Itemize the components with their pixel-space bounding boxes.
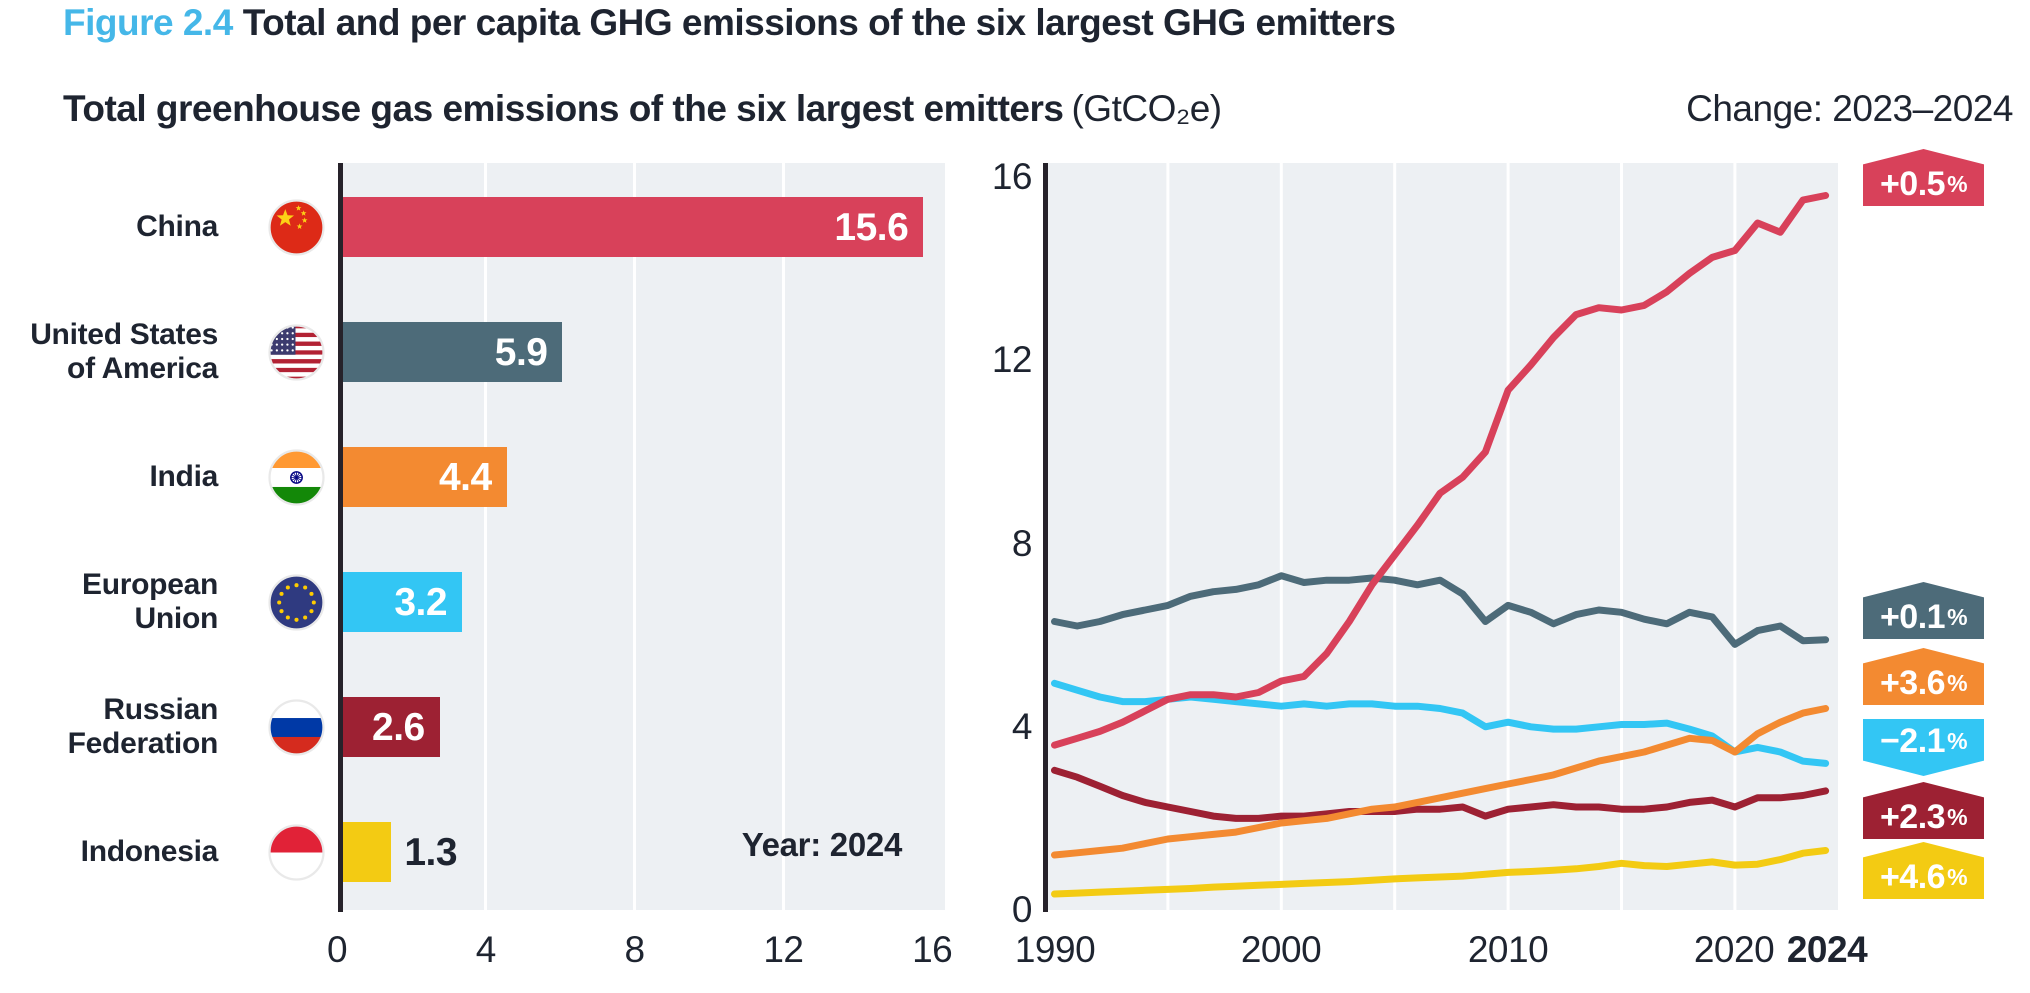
change-value: +0.1 — [1879, 597, 1946, 636]
line-x-tick-2024: 2024 — [1786, 929, 1868, 970]
india-flag-icon — [268, 448, 325, 506]
russia-flag-icon — [268, 698, 325, 756]
country-label-line: Union — [134, 602, 219, 635]
bar-x-tick-8: 8 — [624, 929, 646, 970]
bar-russia — [343, 697, 440, 757]
bar-gridline-8 — [633, 163, 637, 910]
line-chart-svg — [1043, 163, 1838, 912]
bar-eu — [343, 572, 463, 632]
line-gridline-2010 — [1506, 163, 1510, 910]
line-gridline-1995 — [1166, 163, 1170, 910]
percent-sign: % — [1947, 603, 1968, 630]
country-label-usa: United States of America — [0, 318, 218, 386]
country-label-line: European — [82, 568, 218, 601]
line-x-tick-2000: 2000 — [1240, 929, 1322, 970]
change-badge-usa: +0.1% — [1863, 582, 1984, 639]
country-label-line: United States — [30, 318, 218, 351]
usa-flag-icon — [268, 323, 325, 381]
line-gridline-2000 — [1279, 163, 1283, 910]
bar-chart-title: Total greenhouse gas emissions of the si… — [63, 88, 1222, 130]
percent-sign: % — [1947, 863, 1968, 890]
change-badge-russia: +2.3% — [1863, 782, 1984, 839]
bar-x-tick-12: 12 — [763, 929, 804, 970]
china-flag-icon — [268, 198, 325, 256]
percent-sign: % — [1947, 803, 1968, 830]
line-y-tick-0: 0 — [1011, 889, 1033, 930]
bar-plot-background — [343, 163, 945, 910]
line-x-tick-1990: 1990 — [1014, 929, 1096, 970]
change-value: −2.1 — [1879, 721, 1946, 760]
bar-x-tick-0: 0 — [326, 929, 348, 970]
change-badge-china: +0.5% — [1863, 149, 1984, 206]
bar-value-eu: 3.2 — [394, 581, 448, 624]
bar-china — [343, 197, 924, 257]
bar-x-tick-4: 4 — [475, 929, 497, 970]
bar-value-usa: 5.9 — [494, 331, 548, 374]
line-y-tick-4: 4 — [1011, 705, 1033, 747]
series-line-usa — [1051, 572, 1830, 648]
bar-value-china: 15.6 — [834, 206, 909, 249]
line-x-tick-2010: 2010 — [1467, 929, 1549, 970]
eu-flag-icon — [268, 573, 325, 631]
country-label-line: Russian — [103, 693, 218, 726]
indonesia-flag-icon — [268, 823, 325, 881]
change-value: +0.5 — [1879, 164, 1946, 203]
line-gridline-2015 — [1620, 163, 1623, 910]
country-label-india: India — [0, 460, 218, 494]
country-label-eu: European Union — [0, 568, 218, 636]
bar-value-india: 4.4 — [438, 456, 492, 499]
country-label-line: of America — [67, 352, 218, 385]
series-line-india — [1051, 705, 1830, 859]
change-badge-indonesia: +4.6% — [1863, 842, 1984, 899]
line-y-axis-line — [1043, 163, 1048, 912]
country-label-line: Indonesia — [80, 835, 219, 868]
line-plot-background — [1048, 163, 1838, 910]
country-label-china: China — [0, 210, 218, 244]
series-line-indonesia — [1051, 847, 1830, 898]
percent-sign: % — [1947, 669, 1968, 696]
line-y-tick-8: 8 — [1011, 522, 1033, 564]
line-gridline-2020 — [1733, 163, 1737, 910]
bar-value-indonesia: 1.3 — [404, 831, 458, 874]
bar-indonesia — [343, 822, 392, 882]
change-badge-india: +3.6% — [1863, 648, 1984, 705]
line-y-tick-12: 12 — [991, 339, 1033, 381]
percent-sign: % — [1947, 727, 1968, 754]
bar-value-russia: 2.6 — [372, 706, 425, 749]
change-value: +4.6 — [1879, 857, 1946, 896]
series-line-china — [1051, 192, 1830, 749]
country-label-line: Federation — [67, 727, 219, 760]
change-value: +2.3 — [1879, 797, 1946, 836]
figure-title: Figure 2.4 Total and per capita GHG emiss… — [63, 2, 1396, 44]
bar-chart-unit: (GtCO₂e) — [1071, 88, 1222, 129]
country-label-russia: Russian Federation — [0, 693, 219, 761]
bar-gridline-4 — [484, 163, 488, 910]
bar-usa — [343, 322, 563, 382]
bar-y-axis-line — [338, 163, 343, 912]
line-y-tick-16: 16 — [991, 156, 1033, 198]
bar-gridline-12 — [781, 163, 785, 910]
line-x-tick-2020: 2020 — [1693, 929, 1775, 970]
change-value: +3.6 — [1879, 663, 1946, 702]
line-gridline-2005 — [1393, 163, 1397, 910]
change-badge-eu: −2.1% — [1863, 719, 1984, 776]
bar-chart-title-text: Total greenhouse gas emissions of the si… — [63, 88, 1064, 129]
country-label-indonesia: Indonesia — [0, 835, 219, 869]
series-line-russia — [1051, 766, 1830, 822]
change-period-label: Change: 2023–2024 — [1686, 88, 2013, 129]
year-note: Year: 2024 — [741, 826, 903, 863]
bar-india — [343, 447, 507, 507]
bar-x-tick-16: 16 — [912, 929, 953, 970]
figure-title-text: Total and per capita GHG emissions of th… — [242, 2, 1396, 43]
percent-sign: % — [1947, 170, 1968, 197]
country-label-line: China — [136, 210, 218, 243]
country-label-line: India — [149, 460, 218, 493]
figure-number: Figure 2.4 — [63, 2, 233, 43]
